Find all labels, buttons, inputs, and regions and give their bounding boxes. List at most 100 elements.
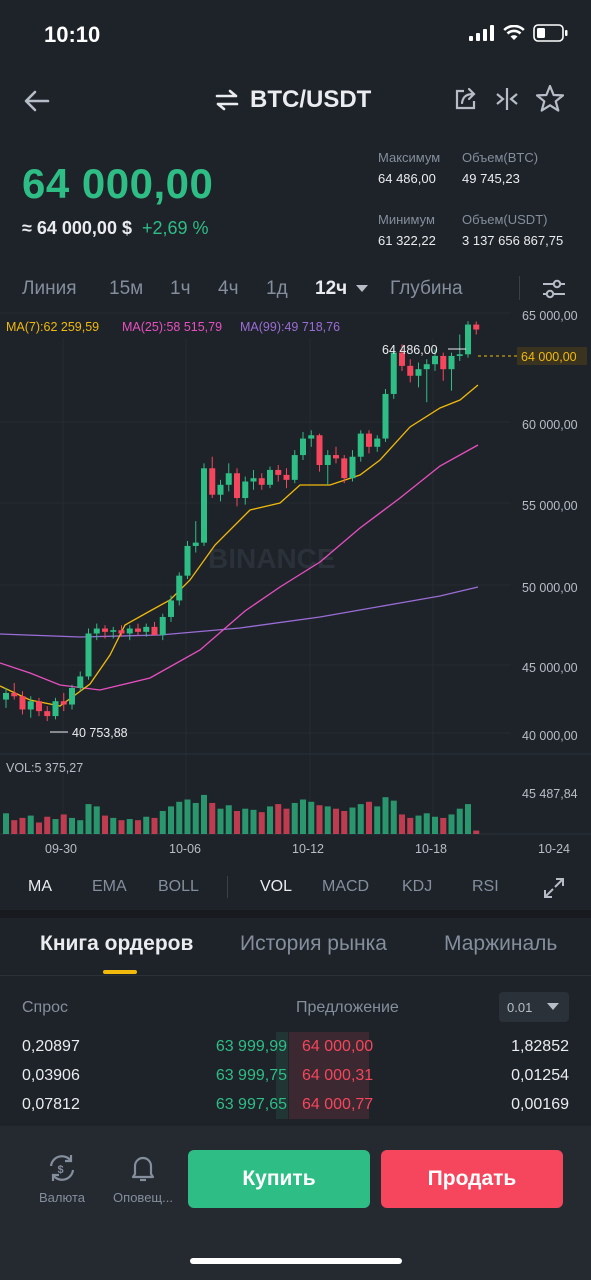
volume-bar xyxy=(184,799,191,834)
precision-select[interactable]: 0.01 xyxy=(499,992,569,1022)
candle-body xyxy=(341,458,348,479)
active-tab-indicator xyxy=(103,970,137,974)
volume-bar xyxy=(275,804,282,834)
fullscreen-icon[interactable] xyxy=(542,876,566,900)
chart-settings-icon[interactable] xyxy=(541,276,567,302)
alerts-label: Оповещ... xyxy=(113,1190,173,1205)
y-tick-label: 65 000,00 xyxy=(522,309,578,323)
vol-axis-label: 45 487,84 xyxy=(522,787,578,801)
stat-label: Объем(BTC) xyxy=(462,150,539,165)
orderbook-row[interactable]: 0,07812 63 997,65 64 000,77 0,00169 xyxy=(0,1090,591,1119)
candle-body xyxy=(448,355,455,370)
volume-bar xyxy=(300,799,306,834)
candle-body xyxy=(36,701,42,712)
volume-bar xyxy=(465,804,471,834)
indicator-boll[interactable]: BOLL xyxy=(158,878,199,895)
volume-bar xyxy=(168,806,174,834)
y-tick-label: 40 000,00 xyxy=(522,729,578,743)
volume-bar xyxy=(93,806,100,834)
indicator-kdj[interactable]: KDJ xyxy=(402,878,433,895)
y-tick-label: 60 000,00 xyxy=(522,418,578,432)
volume-bar xyxy=(316,805,323,834)
candle-body xyxy=(242,481,249,499)
orderbook-tabs: Книга ордеров История рынка Маржиналь xyxy=(0,918,591,976)
bottom-action-bar: $ Валюта Оповещ... Купить Продать xyxy=(0,1126,591,1280)
bid-qty: 0,20897 xyxy=(22,1038,80,1055)
volume-bar xyxy=(440,817,447,834)
volume-bar xyxy=(36,822,42,834)
candle-body xyxy=(118,630,125,634)
ma7-label: MA(7):62 259,59 xyxy=(6,320,99,334)
currency-label: Валюта xyxy=(39,1190,85,1205)
tab-market-history[interactable]: История рынка xyxy=(240,932,387,955)
candle-body xyxy=(27,701,34,710)
divider xyxy=(519,276,520,300)
candle-body xyxy=(69,688,75,705)
orderbook-row[interactable]: 0,03906 63 999,75 64 000,31 0,01254 xyxy=(0,1061,591,1090)
indicator-bar: MA EMA BOLL VOL MACD KDJ RSI xyxy=(0,866,591,906)
volume-bar xyxy=(19,817,26,834)
candle-body xyxy=(316,435,323,465)
candle-body xyxy=(217,484,224,495)
compare-icon[interactable] xyxy=(495,86,519,112)
indicator-rsi[interactable]: RSI xyxy=(472,878,499,895)
pair-selector[interactable]: BTC/USDT xyxy=(214,86,371,114)
x-axis-labels: 09-30 10-06 10-12 10-18 10-24 xyxy=(45,842,570,856)
candles xyxy=(3,321,480,722)
candle-body xyxy=(432,355,438,365)
volume-bar xyxy=(151,817,158,834)
indicator-vol[interactable]: VOL xyxy=(260,878,293,895)
caret-down-icon xyxy=(356,284,369,292)
volume-bar xyxy=(118,820,125,834)
currency-button[interactable]: $ Валюта xyxy=(27,1152,97,1205)
share-icon[interactable] xyxy=(453,86,479,112)
alerts-button[interactable]: Оповещ... xyxy=(108,1152,178,1205)
ask-depth-bar xyxy=(289,1090,369,1119)
tab-depth[interactable]: Глубина xyxy=(390,278,463,299)
tab-4h[interactable]: 4ч xyxy=(218,278,239,299)
status-icons xyxy=(469,24,569,42)
volume-bar xyxy=(399,814,405,834)
cellular-signal-icon xyxy=(469,25,494,41)
candlestick-chart[interactable]: BINANCE 65 000,00 60 000,00 55 000,00 50 00… xyxy=(0,308,591,864)
ask-price: 64 000,77 xyxy=(302,1096,374,1113)
candle-body xyxy=(201,468,207,543)
back-arrow-icon[interactable] xyxy=(20,84,54,118)
tab-1h[interactable]: 1ч xyxy=(170,278,191,299)
last-price-axis-label: 64 000,00 xyxy=(521,350,577,364)
candle-body xyxy=(159,616,166,636)
volume-bar xyxy=(159,811,166,834)
indicator-ma[interactable]: MA xyxy=(28,878,52,895)
tab-line[interactable]: Линия xyxy=(22,278,77,299)
tab-margin[interactable]: Маржиналь xyxy=(444,932,558,955)
candle-body xyxy=(415,369,422,376)
divider xyxy=(227,876,228,898)
bid-price: 63 997,65 xyxy=(215,1096,287,1113)
volume-bar xyxy=(234,811,240,834)
volume-bar xyxy=(60,814,67,834)
tab-1d[interactable]: 1д xyxy=(266,278,288,299)
volume-bar xyxy=(201,794,207,834)
star-icon[interactable] xyxy=(535,84,565,114)
y-axis-labels: 65 000,00 60 000,00 55 000,00 50 000,00 45 0… xyxy=(522,309,578,743)
orderbook-row[interactable]: 0,20897 63 999,99 64 000,00 1,82852 xyxy=(0,1032,591,1061)
candle-body xyxy=(382,393,389,439)
buy-button[interactable]: Купить xyxy=(188,1150,370,1208)
sell-button[interactable]: Продать xyxy=(381,1150,563,1208)
candle-body xyxy=(176,575,183,601)
indicator-macd[interactable]: MACD xyxy=(322,878,370,895)
indicator-ema[interactable]: EMA xyxy=(92,878,127,895)
orderbook-header: Спрос Предложение xyxy=(0,996,591,1022)
watermark: BINANCE xyxy=(208,543,336,574)
volume-bar xyxy=(432,816,438,834)
tab-order-book[interactable]: Книга ордеров xyxy=(40,932,194,955)
candle-body xyxy=(258,478,265,485)
tab-12h[interactable]: 12ч xyxy=(315,278,369,300)
candle-body xyxy=(110,630,117,632)
stat-volume-btc: Объем(BTC) 49 745,23 xyxy=(462,150,538,186)
volume-bars xyxy=(3,794,480,834)
caret-down-icon xyxy=(547,1003,559,1010)
candle-body xyxy=(399,352,405,366)
volume-bar xyxy=(217,808,224,834)
tab-15m[interactable]: 15м xyxy=(109,278,144,299)
